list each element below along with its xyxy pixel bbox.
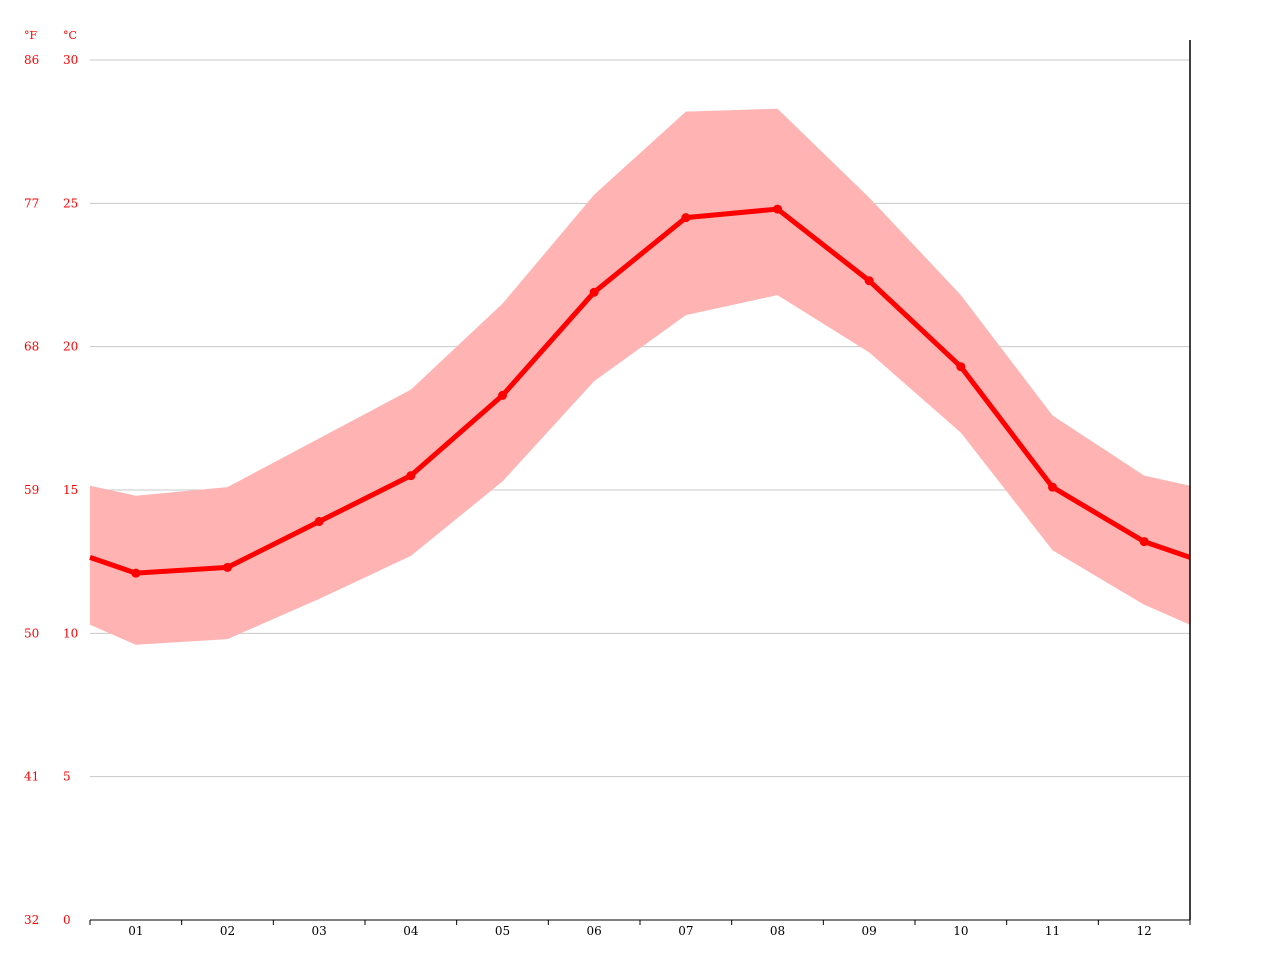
data-point-04: [406, 471, 416, 481]
temperature-series: [89, 204, 1191, 578]
x-tick-label-11: 11: [1045, 924, 1060, 938]
data-point-08: [773, 204, 782, 214]
y-tick-c-0: 0: [63, 913, 71, 927]
x-tick-label-08: 08: [770, 924, 785, 938]
x-tick-label-02: 02: [220, 924, 235, 938]
data-point-12: [1139, 537, 1149, 547]
data-point-02: [223, 562, 232, 572]
series-line: [89, 206, 1191, 576]
temperature-range-band: [90, 108, 1190, 645]
x-tick-label-12: 12: [1137, 924, 1152, 938]
y-tick-f-32: 32: [24, 913, 39, 927]
data-point-03: [314, 517, 324, 527]
y-tick-c-20: 20: [63, 340, 78, 354]
x-tick-label-09: 09: [862, 924, 877, 938]
data-point-10: [956, 362, 966, 372]
y-tick-f-68: 68: [24, 340, 39, 354]
data-point-06: [589, 287, 599, 297]
y-tick-c-10: 10: [63, 626, 78, 640]
x-tick-label-10: 10: [953, 924, 968, 938]
range-band: [90, 108, 1190, 645]
data-point-05: [498, 390, 507, 400]
x-tick-label-07: 07: [678, 924, 693, 938]
axes: [89, 40, 1191, 925]
axis-labels: °F °C 32 0 41 5 50 10 59 15 68 20 77 25 86 30 01 02 03 04…: [24, 29, 1152, 938]
x-tick-label-01: 01: [128, 924, 143, 938]
y-tick-f-41: 41: [24, 770, 39, 784]
y-tick-f-86: 86: [24, 53, 39, 67]
unit-label-fahrenheit: °F: [24, 29, 38, 42]
data-point-01: [131, 568, 141, 578]
y-tick-f-50: 50: [24, 626, 39, 640]
y-tick-c-5: 5: [63, 770, 71, 784]
y-tick-f-59: 59: [24, 483, 39, 497]
data-point-11: [1048, 482, 1057, 492]
data-point-09: [864, 276, 874, 286]
data-point-07: [681, 213, 691, 223]
y-tick-c-30: 30: [63, 53, 78, 67]
x-tick-label-05: 05: [495, 924, 510, 938]
y-tick-c-15: 15: [63, 483, 78, 497]
x-tick-label-03: 03: [312, 924, 327, 938]
x-tick-label-04: 04: [403, 924, 419, 938]
unit-label-celsius: °C: [63, 29, 77, 42]
x-tick-label-06: 06: [587, 924, 602, 938]
y-tick-f-77: 77: [24, 196, 39, 210]
y-tick-c-25: 25: [63, 196, 78, 210]
